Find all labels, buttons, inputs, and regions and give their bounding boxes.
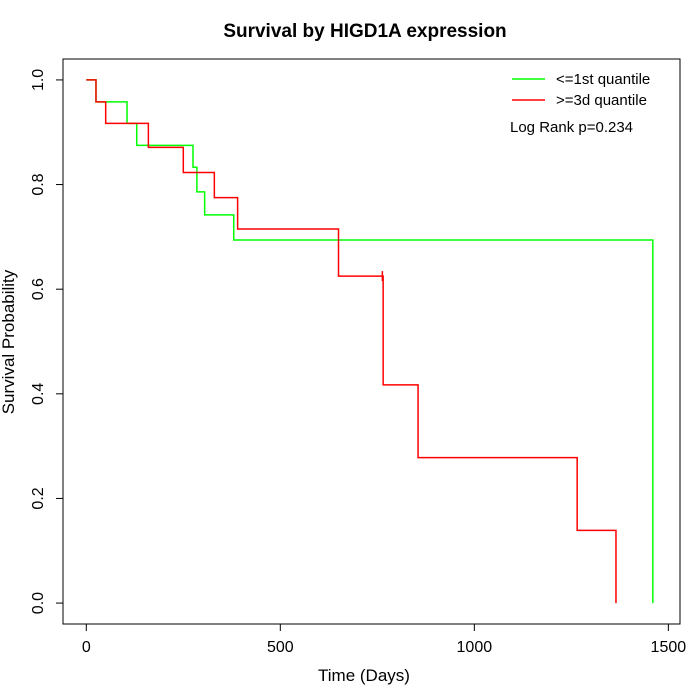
legend-label-series-1: <=1st quantile [556, 71, 650, 88]
legend: <=1st quantile >=3d quantile [512, 71, 650, 109]
y-axis: 0.0 0.2 0.4 0.6 0.8 1.0 [30, 69, 64, 614]
y-tick-label: 0.6 [30, 278, 47, 300]
x-axis-label: Time (Days) [318, 666, 410, 685]
y-tick-label: 0.0 [30, 592, 47, 614]
survival-curve-series-1 [86, 79, 654, 604]
y-tick-label: 1.0 [30, 69, 47, 91]
x-tick-label: 1500 [651, 639, 687, 656]
x-tick-label: 1000 [457, 639, 493, 656]
x-tick-label: 500 [267, 639, 294, 656]
plot-frame [62, 58, 681, 625]
y-axis-label: Survival Probability [0, 269, 18, 414]
log-rank-annotation: Log Rank p=0.234 [510, 119, 633, 136]
y-tick-label: 0.2 [30, 487, 47, 509]
chart-title: Survival by HIGD1A expression [223, 21, 506, 42]
x-tick-label: 0 [82, 639, 91, 656]
y-tick-label: 0.8 [30, 173, 47, 195]
x-axis: 0 500 1000 1500 [82, 623, 687, 656]
y-tick-label: 0.4 [30, 383, 47, 405]
legend-label-series-2: >=3d quantile [556, 92, 647, 109]
series-layer [86, 79, 654, 604]
survival-curve-series-2 [86, 79, 617, 604]
